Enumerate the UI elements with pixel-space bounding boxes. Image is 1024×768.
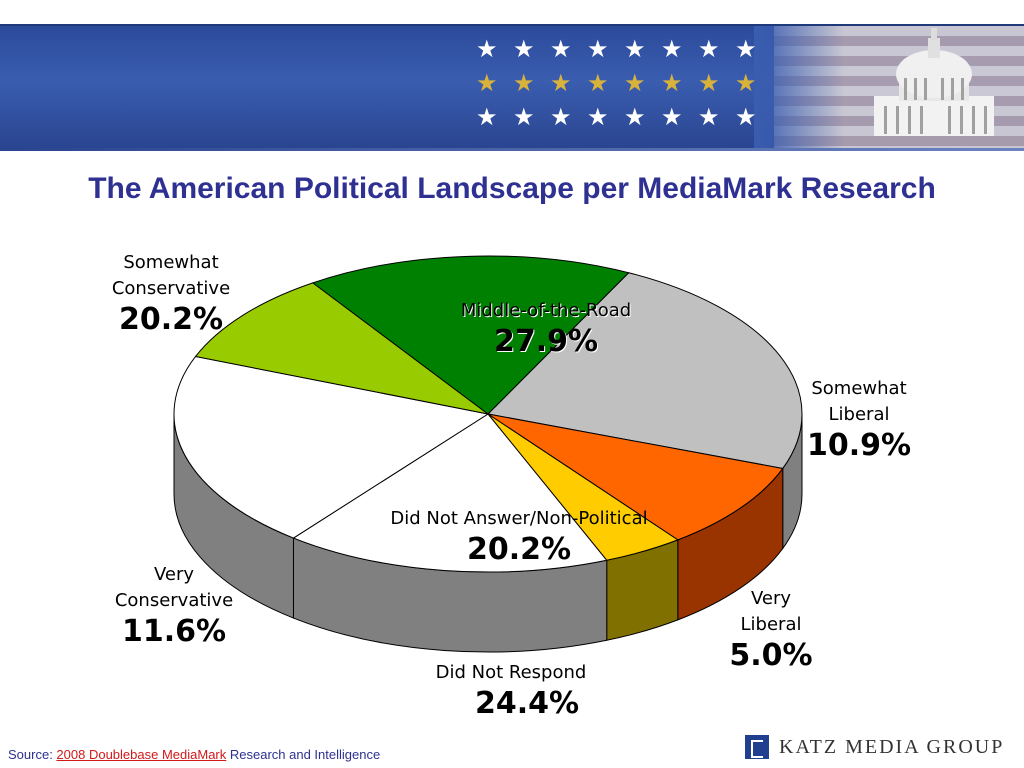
header-banner: ★ ★ ★ ★ ★ ★ ★ ★ ★ ★ ★ ★ ★ ★ ★ ★ ★ ★ ★ ★ ★ ★ ★ ★ — [0, 26, 1024, 148]
slice-label: Did Not Answer/Non-Political 20.2% — [362, 506, 676, 568]
slice-label-percent: 11.6% — [121, 614, 227, 649]
slice-label: Somewhat Liberal 10.9% — [792, 376, 926, 464]
slice-label-name: Somewhat — [811, 378, 907, 399]
slice-label: Very Liberal 5.0% — [708, 586, 834, 674]
banner-top-rule — [0, 24, 1024, 26]
star-icon: ★ — [698, 70, 720, 97]
slice-label-name: Liberal — [828, 404, 890, 425]
slice-label: Did Not Respond 24.4% — [410, 660, 612, 722]
star-icon: ★ — [624, 36, 646, 63]
star-icon: ★ — [550, 104, 572, 131]
source-prefix: Source: — [8, 747, 57, 762]
capitol-dome-icon — [874, 28, 994, 136]
star-icon: ★ — [513, 36, 535, 63]
star-icon: ★ — [624, 70, 646, 97]
slice-label-name: Did Not Answer/Non-Political — [390, 508, 648, 529]
star-icon: ★ — [735, 36, 757, 63]
star-icon: ★ — [661, 70, 683, 97]
star-icon: ★ — [698, 104, 720, 131]
slice-label-name: Middle-of-the-Road — [460, 300, 632, 321]
star-icon: ★ — [587, 70, 609, 97]
source-suffix: Research and Intelligence — [226, 747, 381, 762]
star-icon: ★ — [698, 36, 720, 63]
slice-label-percent: 5.0% — [729, 638, 813, 673]
slice-label-percent: 20.2% — [118, 302, 224, 337]
page-title: The American Political Landscape per Med… — [88, 172, 936, 205]
logo-mark-icon — [745, 735, 769, 759]
slice-label-name: Conservative — [111, 278, 231, 299]
slice-label-percent: 20.2% — [466, 532, 572, 567]
slice-label-name: Very — [153, 564, 195, 585]
pie-sides — [173, 413, 803, 653]
katz-logo: KATZ MEDIA GROUP — [745, 733, 1024, 763]
pie-slice-3 — [292, 413, 608, 573]
source-note: Source: 2008 Doublebase MediaMark Resear… — [8, 747, 380, 762]
logo-text: KATZ MEDIA GROUP — [779, 736, 1005, 758]
pie-slice-1 — [487, 413, 784, 541]
pie-slice-0 — [486, 272, 803, 470]
slice-label: Middle-of-the-Road 27.9% — [430, 298, 662, 360]
pie-slice-5 — [194, 282, 489, 415]
star-icon: ★ — [513, 70, 535, 97]
star-icon: ★ — [661, 36, 683, 63]
star-icon: ★ — [550, 36, 572, 63]
star-icon: ★ — [550, 70, 572, 97]
slice-label-name: Somewhat — [123, 252, 219, 273]
star-icon: ★ — [513, 104, 535, 131]
pie-top — [173, 255, 803, 573]
star-icon: ★ — [735, 70, 757, 97]
slice-label-name: Conservative — [114, 590, 234, 611]
slice-label-percent: 10.9% — [806, 428, 912, 463]
pie-slice-4 — [173, 355, 490, 539]
slice-label-percent: 27.9% — [493, 324, 599, 359]
star-icon: ★ — [476, 36, 498, 63]
star-icon: ★ — [624, 104, 646, 131]
star-icon: ★ — [476, 70, 498, 97]
slice-label: Very Conservative 11.6% — [96, 562, 252, 650]
slice-label-percent: 24.4% — [474, 686, 580, 721]
star-icon: ★ — [587, 104, 609, 131]
banner-bottom-rule — [0, 148, 1024, 151]
slice-label-name: Liberal — [740, 614, 802, 635]
star-icon: ★ — [587, 36, 609, 63]
star-icon: ★ — [661, 104, 683, 131]
pie-slice-6 — [311, 255, 630, 415]
slice-label-name: Very — [750, 588, 792, 609]
source-link[interactable]: 2008 Doublebase MediaMark — [56, 747, 227, 762]
slice-label: Somewhat Conservative 20.2% — [96, 250, 246, 338]
star-icon: ★ — [735, 104, 757, 131]
star-icon: ★ — [476, 104, 498, 131]
slice-label-name: Did Not Respond — [435, 662, 587, 683]
